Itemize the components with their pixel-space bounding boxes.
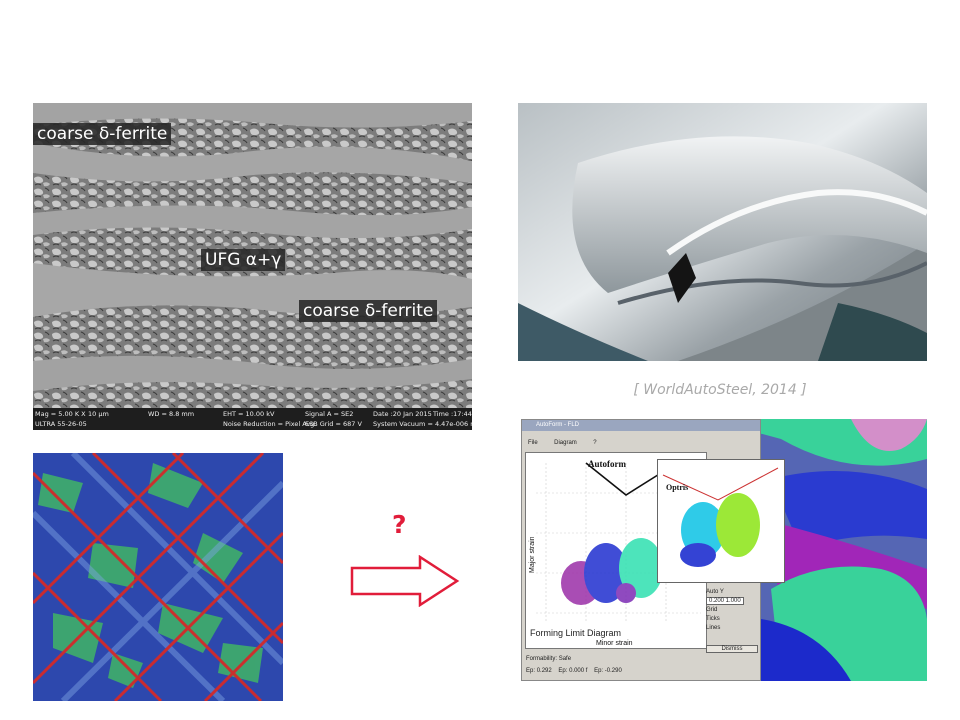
control-panel: Auto Y 0.200 1.000 Grid Ticks Lines Dism… xyxy=(706,586,758,678)
ep2-value: 0.000 f xyxy=(569,668,588,674)
dismiss-button[interactable]: Dismiss xyxy=(706,645,758,653)
status-formability: Formability: Safe xyxy=(526,656,571,662)
menu-file[interactable]: File xyxy=(528,440,538,446)
y-axis-label: Major strain xyxy=(529,536,536,573)
signal: Signal A = SE2 xyxy=(305,410,354,418)
ep3-value: -0.290 xyxy=(604,668,622,674)
autoform-label: Autoform xyxy=(588,459,626,469)
optris-plot: Optris xyxy=(657,459,785,583)
ep3-label: Ep: xyxy=(594,668,604,674)
plot-title: Forming Limit Diagram xyxy=(530,628,622,638)
formability-value: Safe xyxy=(558,656,572,662)
ep1-label: Ep: xyxy=(526,668,536,674)
label-coarse-ferrite-bottom: coarse δ-ferrite xyxy=(299,300,438,322)
time: Time :17:44:12 xyxy=(433,410,472,418)
fld-software-screenshot: AutoForm - FLD File Diagram ? xyxy=(521,419,927,681)
auto-y-checkbox[interactable]: Auto Y xyxy=(706,589,724,595)
vacuum: System Vacuum = 4.47e-006 mbar xyxy=(373,420,472,428)
ticks-checkbox[interactable]: Ticks xyxy=(706,616,720,622)
label-ufg: UFG α+γ xyxy=(201,249,286,271)
wd: WD = 8.8 mm xyxy=(148,410,195,418)
sem-databar: Mag = 5.00 K X 10 µm WD = 8.8 mm EHT = 1… xyxy=(33,408,472,430)
noise: Noise Reduction = Pixel Avg. xyxy=(223,420,317,428)
question-mark: ? xyxy=(392,510,407,539)
ep1-value: 0.292 xyxy=(536,668,552,674)
sem-texture xyxy=(33,103,472,430)
grid-checkbox[interactable]: Grid xyxy=(706,607,718,613)
window-title: AutoForm - FLD xyxy=(522,420,760,431)
image-caption: [ WorldAutoSteel, 2014 ] xyxy=(633,382,807,398)
eht: EHT = 10.00 kV xyxy=(223,410,275,418)
photo-drawing xyxy=(518,103,927,361)
right-arrow-icon xyxy=(350,555,460,607)
menu-bar: File Diagram ? xyxy=(522,431,760,449)
optris-drawing: Optris xyxy=(662,467,779,567)
esb: ESB Grid = 687 V xyxy=(305,420,362,428)
simulation-drawing xyxy=(33,453,283,701)
mag: Mag = 5.00 K X xyxy=(35,410,86,418)
ep2-label: Ep: xyxy=(558,668,568,674)
fld-plot-drawing: Minor strain Major strain Autoform xyxy=(529,459,701,647)
stamped-part-photo xyxy=(518,103,927,361)
label-coarse-ferrite-top: coarse δ-ferrite xyxy=(33,123,172,145)
status-strains: Ep: 0.292 Ep: 0.000 f Ep: -0.290 xyxy=(526,668,622,674)
sem-micrograph: coarse δ-ferrite UFG α+γ coarse δ-ferrit… xyxy=(33,103,472,430)
instrument: ULTRA 55-26-05 xyxy=(35,420,87,428)
lines-checkbox[interactable]: Lines xyxy=(706,625,721,631)
optris-label: Optris xyxy=(666,483,688,492)
menu-help[interactable]: ? xyxy=(593,440,597,446)
x-axis-label: Minor strain xyxy=(596,640,633,647)
formability-label: Formability: xyxy=(526,656,558,662)
scale: 10 µm xyxy=(88,410,109,418)
date: Date :20 Jan 2015 xyxy=(373,410,432,418)
menu-diagram[interactable]: Diagram xyxy=(554,440,577,446)
range-input[interactable]: 0.200 1.000 xyxy=(706,597,744,605)
strain-simulation-map xyxy=(33,453,283,701)
